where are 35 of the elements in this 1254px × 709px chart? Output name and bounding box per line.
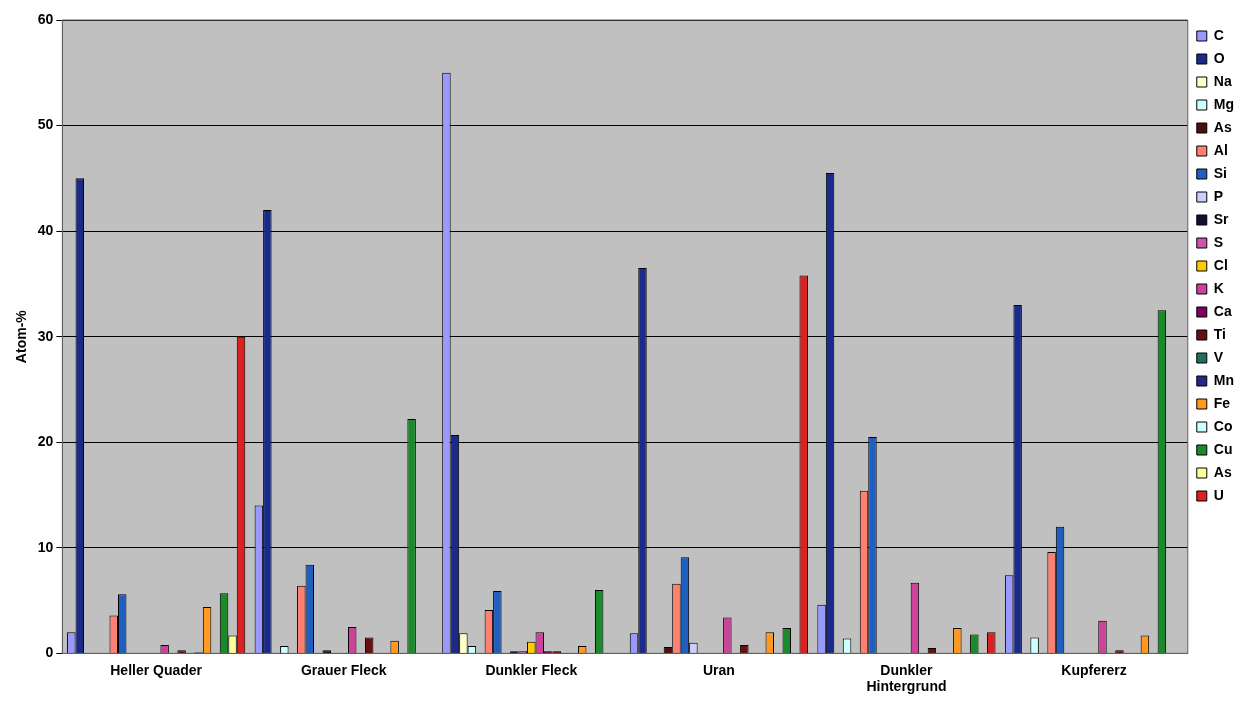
legend-label: Si <box>1213 164 1228 181</box>
x-tick-label: Dunkler Hintergrund <box>866 661 947 695</box>
y-tick-label: 20 <box>37 433 54 450</box>
y-tick-label: 10 <box>37 538 54 555</box>
legend-label: Al <box>1213 141 1228 158</box>
y-tick-label: 50 <box>37 116 54 133</box>
legend-label: Ti <box>1213 325 1226 342</box>
legend-label: P <box>1213 187 1224 204</box>
legend-label: U <box>1213 486 1224 503</box>
y-tick-label: 30 <box>37 327 54 344</box>
y-tick-label: 60 <box>37 10 54 27</box>
legend-label: Cu <box>1213 440 1233 457</box>
x-tick-label: Dunkler Fleck <box>485 661 578 678</box>
legend-label: Ca <box>1213 302 1232 319</box>
legend-label: Na <box>1213 72 1232 89</box>
legend-label: Co <box>1213 417 1233 434</box>
legend-label: O <box>1213 49 1225 66</box>
legend-label: Sr <box>1213 210 1230 227</box>
legend-label: K <box>1213 279 1224 296</box>
legend-label: Mg <box>1213 95 1234 112</box>
legend-label: S <box>1213 233 1224 250</box>
legend-label: Mn <box>1213 371 1234 388</box>
y-axis-title: Atom-% <box>13 309 30 364</box>
x-tick-label: Kupfererz <box>1061 661 1127 678</box>
legend-label: As <box>1213 463 1232 480</box>
y-tick-label: 0 <box>45 644 54 661</box>
legend-label: C <box>1213 26 1224 43</box>
x-tick-label: Uran <box>702 661 735 678</box>
x-tick-label: Heller Quader <box>110 661 203 678</box>
x-tick-label: Grauer Fleck <box>300 661 387 678</box>
legend-label: V <box>1213 348 1224 365</box>
y-tick-label: 40 <box>37 221 54 238</box>
legend-label: Fe <box>1213 394 1231 411</box>
legend-label: As <box>1213 118 1232 135</box>
legend-label: Cl <box>1213 256 1228 273</box>
